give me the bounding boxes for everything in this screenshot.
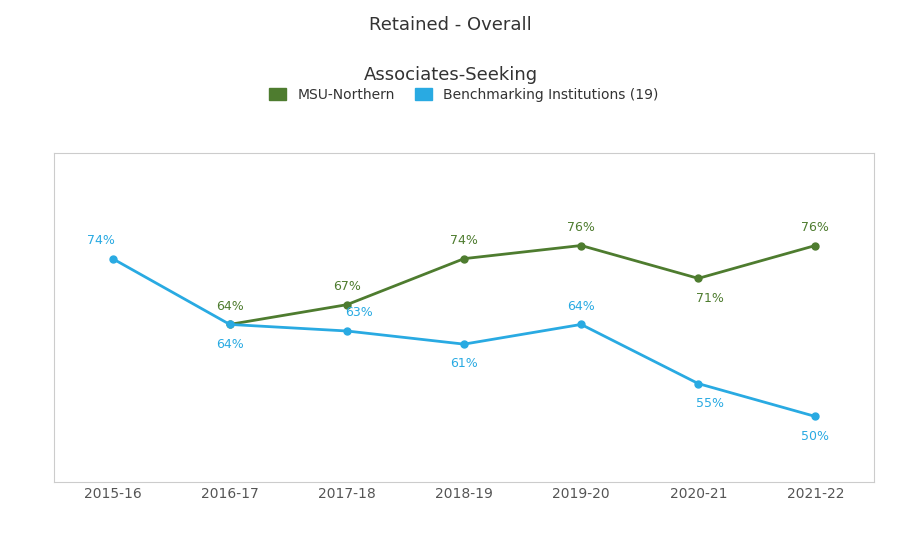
Text: 64%: 64% xyxy=(568,300,595,313)
Text: Associates-Seeking: Associates-Seeking xyxy=(363,66,538,84)
Text: 64%: 64% xyxy=(216,300,243,313)
Text: 76%: 76% xyxy=(568,221,595,234)
Text: 55%: 55% xyxy=(696,397,724,410)
Legend: MSU-Northern, Benchmarking Institutions (19): MSU-Northern, Benchmarking Institutions … xyxy=(269,88,659,102)
Text: 64%: 64% xyxy=(216,338,243,351)
Text: Retained - Overall: Retained - Overall xyxy=(369,16,532,35)
Text: 74%: 74% xyxy=(87,234,114,247)
Text: 50%: 50% xyxy=(801,430,830,443)
Text: 61%: 61% xyxy=(450,357,478,370)
Text: 74%: 74% xyxy=(450,234,478,247)
Text: 67%: 67% xyxy=(333,280,360,293)
Text: 63%: 63% xyxy=(345,306,372,319)
Text: 76%: 76% xyxy=(802,221,829,234)
Text: 71%: 71% xyxy=(696,292,724,305)
